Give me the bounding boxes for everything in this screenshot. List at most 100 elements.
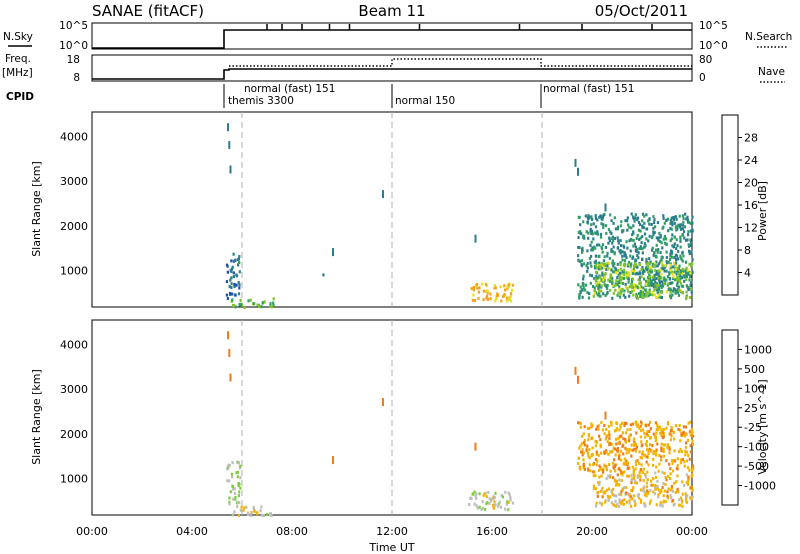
data-cell — [679, 237, 682, 241]
data-cell — [638, 282, 641, 286]
data-cell — [664, 500, 667, 503]
data-cell — [607, 261, 610, 265]
data-cell — [649, 489, 652, 492]
data-cell — [603, 276, 607, 280]
data-cell — [688, 296, 692, 299]
data-cell — [636, 424, 639, 428]
data-cell — [382, 398, 384, 407]
data-cell — [632, 224, 635, 228]
data-cell — [673, 459, 677, 463]
data-cell — [685, 450, 689, 454]
data-cell — [611, 261, 614, 265]
data-cell — [238, 303, 241, 307]
data-cell — [253, 302, 256, 306]
data-cell — [639, 500, 642, 504]
data-cell — [691, 258, 694, 262]
data-cell — [679, 496, 683, 500]
data-cell — [602, 278, 605, 282]
data-cell — [618, 435, 621, 439]
data-cell — [238, 490, 241, 494]
data-cell — [634, 272, 637, 276]
data-cell — [579, 223, 582, 227]
data-cell — [642, 479, 645, 482]
data-cell — [647, 449, 650, 453]
data-cell — [660, 434, 663, 437]
data-cell — [654, 450, 657, 454]
data-cell — [617, 437, 620, 440]
data-cell — [608, 433, 611, 437]
data-cell — [600, 421, 603, 424]
freq-tick-bottom: 8 — [73, 72, 80, 84]
data-cell — [678, 279, 681, 283]
data-cell — [661, 284, 665, 288]
data-cell — [646, 280, 649, 284]
data-cell — [510, 288, 514, 292]
data-cell — [671, 223, 674, 227]
data-cell — [676, 289, 679, 293]
data-cell — [588, 292, 591, 296]
data-cell — [496, 293, 500, 297]
data-cell — [656, 442, 659, 446]
data-cell — [615, 504, 618, 508]
data-cell — [689, 221, 692, 225]
data-cell — [690, 229, 693, 233]
data-cell — [685, 496, 688, 500]
data-cell — [581, 248, 584, 252]
data-cell — [633, 242, 636, 246]
data-cell — [656, 485, 659, 488]
data-cell — [245, 505, 248, 509]
data-cell — [655, 272, 658, 276]
data-cell — [683, 434, 687, 438]
data-cell — [690, 250, 693, 254]
data-cell — [486, 291, 489, 295]
data-cell — [655, 453, 658, 457]
data-cell — [628, 448, 631, 452]
data-cell — [644, 473, 647, 476]
data-cell — [609, 213, 612, 217]
data-cell — [669, 254, 672, 258]
data-cell — [586, 426, 589, 430]
data-cell — [654, 225, 657, 229]
data-cell — [657, 283, 660, 287]
data-cell — [662, 443, 665, 447]
data-cell — [691, 430, 694, 434]
data-cell — [684, 453, 687, 457]
data-cell — [611, 235, 614, 239]
data-cell — [661, 430, 664, 434]
data-cell — [613, 216, 616, 220]
data-cell — [660, 442, 663, 446]
data-cell — [626, 448, 629, 452]
data-cell — [622, 293, 625, 297]
data-cell — [671, 498, 674, 502]
data-cell — [492, 506, 495, 510]
data-cell — [653, 262, 657, 265]
data-cell — [678, 498, 681, 502]
data-cell — [653, 435, 657, 439]
data-cell — [626, 474, 629, 478]
data-cell — [655, 288, 659, 292]
data-cell — [594, 277, 597, 281]
data-cell — [600, 451, 603, 455]
data-cell — [648, 257, 651, 261]
data-cell — [683, 464, 686, 468]
data-cell — [622, 437, 625, 441]
data-cell — [629, 265, 632, 269]
data-cell — [475, 283, 479, 286]
data-cell — [687, 271, 690, 275]
data-cell — [588, 463, 591, 467]
data-cell — [583, 441, 586, 445]
data-cell — [634, 504, 637, 507]
data-cell — [669, 467, 672, 471]
data-cell — [690, 290, 693, 294]
data-cell — [604, 245, 607, 249]
data-cell — [660, 261, 663, 265]
data-cell — [583, 467, 586, 471]
data-cell — [654, 421, 658, 425]
xaxis-tick-label: 04:00 — [176, 525, 208, 538]
data-cell — [630, 280, 633, 284]
data-cell — [599, 276, 602, 280]
data-cell — [670, 426, 673, 429]
nsearch-tick-top: 10^5 — [699, 20, 728, 32]
data-cell — [646, 291, 649, 295]
data-cell — [676, 463, 679, 467]
